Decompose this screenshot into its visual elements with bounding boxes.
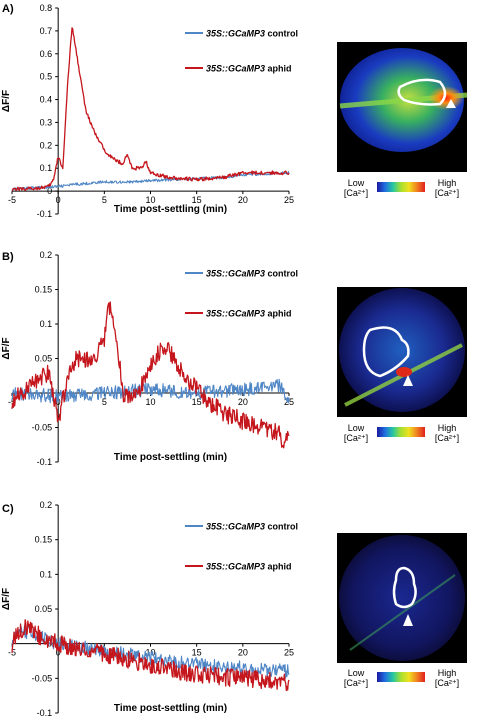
x-tick-label: 0 <box>56 648 61 658</box>
x-tick-label: 10 <box>145 195 155 205</box>
legend-aphid: 35S::GCaMP3 aphid <box>206 562 292 572</box>
y-tick-label: 0.3 <box>40 117 53 127</box>
series-aphid-line <box>11 301 290 449</box>
calcium-scale-c: Low [Ca²⁺] High [Ca²⁺] <box>337 668 467 692</box>
colour-scale-gradient <box>377 672 425 682</box>
x-axis-label: Time post-settling (min) <box>114 204 227 215</box>
series-aphid-line <box>11 27 290 192</box>
leaf-image-b <box>337 287 467 417</box>
x-tick-label: 5 <box>102 195 107 205</box>
scale-low-label: Low <box>347 668 365 678</box>
y-tick-label: 0.2 <box>40 140 53 150</box>
y-tick-label: 0.4 <box>40 95 53 105</box>
y-tick-label: 0.2 <box>40 250 53 260</box>
calcium-scale-a: Low [Ca²⁺] High [Ca²⁺] <box>337 178 467 202</box>
series-aphid-line <box>11 619 290 692</box>
y-axis-label: ΔF/F <box>1 90 12 112</box>
y-tick-label: 0.05 <box>35 354 53 364</box>
x-tick-label: -5 <box>8 397 16 407</box>
x-tick-label: 10 <box>145 648 155 658</box>
chart-a: -0.100.10.20.30.40.50.60.70.8-5 0 5 10 15 20 2… <box>1 3 298 219</box>
y-axis-label: ΔF/F <box>1 337 12 359</box>
panel-label-b: B) <box>2 251 14 263</box>
scale-high-unit: [Ca²⁺] <box>434 188 460 198</box>
scale-high-label: High <box>437 178 457 188</box>
scale-low-label: Low <box>347 178 365 188</box>
y-tick-label: -0.1 <box>37 708 53 717</box>
x-tick-label: 25 <box>284 195 294 205</box>
aphid-arrow-icon <box>403 375 413 386</box>
x-tick-label: 20 <box>238 397 248 407</box>
legend-aphid: 35S::GCaMP3 aphid <box>206 309 292 319</box>
calcium-scale-b: Low [Ca²⁺] High [Ca²⁺] <box>337 423 467 447</box>
legend-aphid: 35S::GCaMP3 aphid <box>206 64 292 74</box>
y-tick-label: 0.2 <box>40 500 53 510</box>
x-tick-label: -5 <box>8 648 16 658</box>
x-tick-label: 20 <box>238 648 248 658</box>
x-axis-label: Time post-settling (min) <box>114 703 227 714</box>
x-tick-label: 10 <box>145 397 155 407</box>
colour-scale-gradient <box>377 427 425 437</box>
x-tick-label: 15 <box>192 397 202 407</box>
scale-high-unit: [Ca²⁺] <box>434 433 460 443</box>
series-control-line <box>11 170 290 191</box>
legend-control: 35S::GCaMP3 control <box>206 29 298 39</box>
x-tick-label: 0 <box>56 195 61 205</box>
y-tick-label: 0.15 <box>35 535 53 545</box>
leaf-image-c <box>337 533 467 663</box>
scale-low-unit: [Ca²⁺] <box>343 188 369 198</box>
y-tick-label: 0.1 <box>40 569 53 579</box>
legend-control: 35S::GCaMP3 control <box>206 269 298 279</box>
y-axis-label: ΔF/F <box>1 588 12 610</box>
y-tick-label: -0.1 <box>37 209 53 219</box>
scale-high-unit: [Ca²⁺] <box>434 678 460 688</box>
scale-high-label: High <box>437 423 457 433</box>
aphid-arrow-icon <box>403 614 413 626</box>
x-tick-label: 5 <box>102 397 107 407</box>
scale-low-unit: [Ca²⁺] <box>343 433 369 443</box>
x-tick-label: 20 <box>238 195 248 205</box>
y-tick-label: 0 <box>47 186 52 196</box>
leaf-image-a <box>337 42 468 172</box>
aphid-arrow-icon <box>446 99 456 108</box>
panel-label-a: A) <box>2 3 14 15</box>
scale-low-unit: [Ca²⁺] <box>343 678 369 688</box>
y-tick-label: 0.1 <box>40 163 53 173</box>
y-tick-label: 0.05 <box>35 604 53 614</box>
y-tick-label: 0.15 <box>35 285 53 295</box>
y-tick-label: 0.7 <box>40 26 53 36</box>
y-tick-label: 0.6 <box>40 49 53 59</box>
x-tick-label: -5 <box>8 195 16 205</box>
y-tick-label: 0 <box>47 388 52 398</box>
y-tick-label: 0.5 <box>40 72 53 82</box>
series-control-line <box>11 378 290 404</box>
colour-scale-gradient <box>377 182 425 192</box>
x-tick-label: 15 <box>192 648 202 658</box>
scale-high-label: High <box>437 668 457 678</box>
y-tick-label: 0.1 <box>40 319 53 329</box>
scale-low-label: Low <box>347 423 365 433</box>
y-tick-label: -0.1 <box>37 457 53 467</box>
x-axis-label: Time post-settling (min) <box>114 452 227 463</box>
legend-control: 35S::GCaMP3 control <box>206 522 298 532</box>
y-tick-label: 0.8 <box>40 3 53 13</box>
x-tick-label: 15 <box>192 195 202 205</box>
y-tick-label: -0.05 <box>32 423 53 433</box>
x-tick-label: 25 <box>284 648 294 658</box>
panel-label-c: C) <box>2 503 14 515</box>
y-tick-label: -0.05 <box>32 673 53 683</box>
